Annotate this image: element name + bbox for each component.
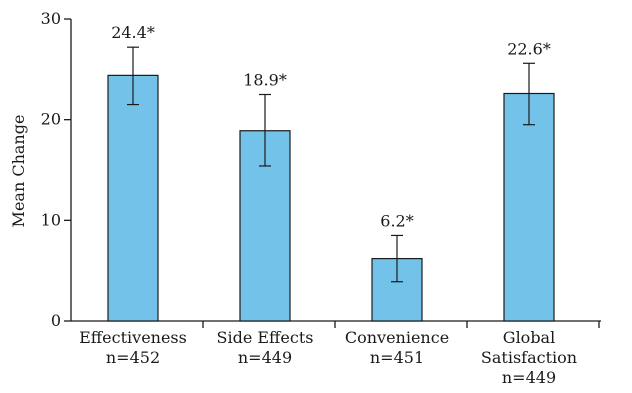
data-label: 6.2*: [380, 211, 413, 230]
data-label: 18.9*: [243, 71, 287, 90]
category-label-line: Convenience: [345, 328, 449, 347]
y-tick-label: 0: [51, 311, 61, 330]
y-tick-label: 20: [41, 110, 61, 129]
y-axis-title: Mean Change: [9, 115, 28, 228]
category-label-line: n=449: [238, 348, 292, 367]
y-tick-label: 30: [41, 9, 61, 28]
data-label: 22.6*: [507, 39, 551, 58]
category-label-line: Effectiveness: [79, 328, 187, 347]
category-label: Global Satisfaction n=449: [481, 328, 577, 387]
category-label: Effectiveness n=452: [79, 328, 187, 367]
category-label-line: n=452: [106, 348, 160, 367]
bar: [503, 92, 555, 322]
y-tick-label: 10: [41, 210, 61, 229]
category-label-line: n=449: [502, 368, 556, 387]
category-label-line: n=451: [370, 348, 424, 367]
category-label-line: Global: [503, 328, 555, 347]
data-label: 24.4*: [111, 23, 155, 42]
category-label: Convenience n=451: [345, 328, 449, 367]
bar: [107, 74, 159, 322]
category-label-line: Side Effects: [217, 328, 314, 347]
category-label-line: Satisfaction: [481, 348, 577, 367]
category-label: Side Effects n=449: [217, 328, 314, 367]
